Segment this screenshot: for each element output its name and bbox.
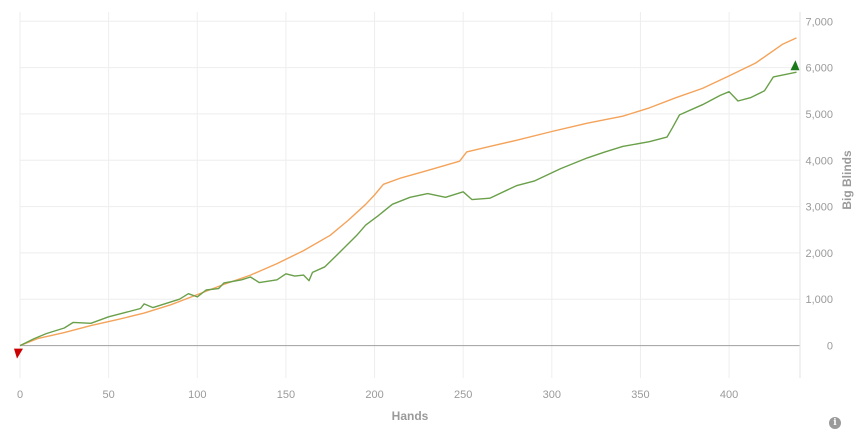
x-tick-label: 50 — [103, 389, 115, 401]
end-marker — [790, 60, 800, 71]
y-axis-ticks: 0 1,000 2,000 3,000 4,000 5,000 6,000 7,000 — [805, 16, 833, 352]
grid — [19, 12, 801, 378]
x-tick-label: 0 — [17, 389, 23, 401]
y-tick-label: 3,000 — [805, 202, 833, 214]
y-tick-label: 1,000 — [805, 294, 833, 306]
x-tick-label: 300 — [543, 389, 561, 401]
x-axis-ticks: 0 50 100 150 200 250 300 350 400 — [17, 389, 738, 401]
y-tick-label: 2,000 — [805, 248, 833, 260]
y-tick-label: 4,000 — [805, 155, 833, 167]
series-line-1 — [19, 37, 797, 347]
y-tick-label: 5,000 — [805, 109, 833, 121]
y-axis-title: Big Blinds — [840, 150, 854, 210]
y-tick-label: 6,000 — [805, 63, 833, 75]
y-tick-label: 0 — [827, 341, 833, 353]
y-tick-label: 7,000 — [805, 16, 833, 28]
series-group — [19, 37, 797, 347]
x-tick-label: 350 — [631, 389, 649, 401]
x-tick-label: 400 — [720, 389, 738, 401]
x-tick-label: 100 — [188, 389, 206, 401]
x-tick-label: 200 — [365, 389, 383, 401]
x-axis-title: Hands — [392, 409, 429, 423]
start-marker — [14, 348, 23, 359]
x-tick-label: 150 — [277, 389, 295, 401]
info-icon[interactable]: i — [829, 417, 841, 429]
x-tick-label: 250 — [454, 389, 472, 401]
series-line-2 — [19, 71, 797, 347]
marker-group — [14, 60, 800, 359]
